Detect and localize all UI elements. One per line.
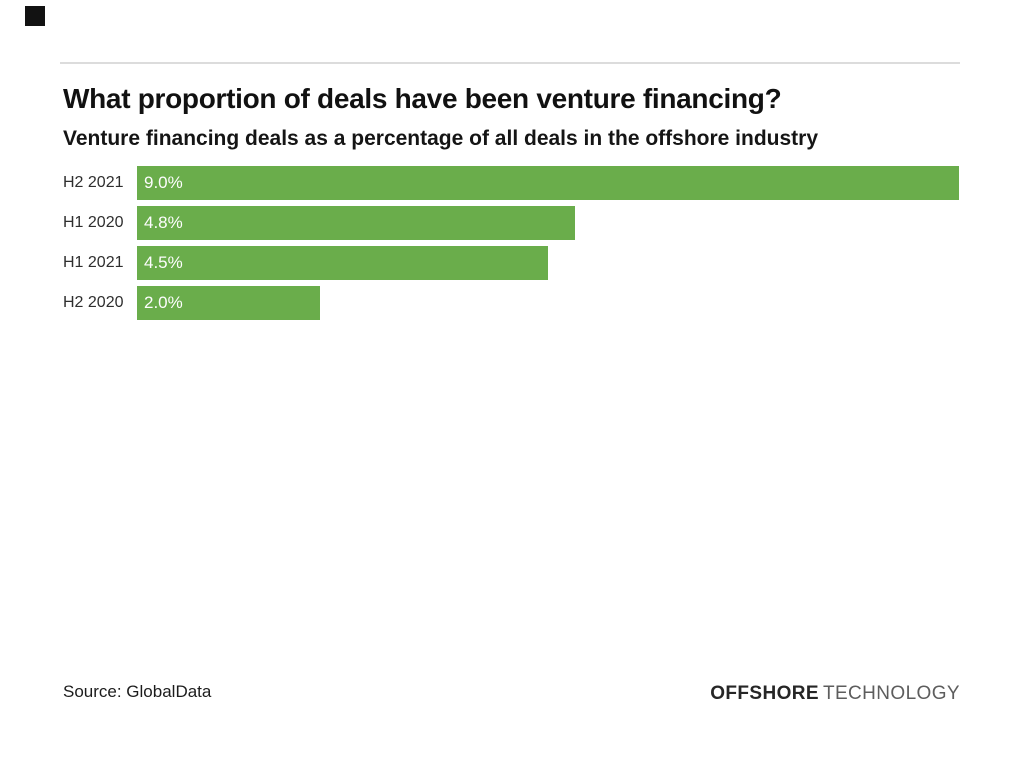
header-divider-line bbox=[60, 62, 960, 64]
logo-primary-text: OFFSHORE bbox=[710, 683, 819, 704]
category-label: H2 2021 bbox=[63, 174, 124, 191]
bar-value-label: 4.8% bbox=[144, 213, 183, 232]
bar-value-label: 2.0% bbox=[144, 293, 183, 312]
bar-h2-2021 bbox=[137, 166, 959, 200]
category-label: H1 2021 bbox=[63, 254, 124, 271]
bar-track: 4.5% bbox=[137, 246, 959, 280]
chart-row: H2 2021 9.0% bbox=[63, 166, 985, 200]
offshore-technology-logo: OFFSHORE TECHNOLOGY bbox=[710, 683, 960, 705]
chart-title: What proportion of deals have been ventu… bbox=[63, 83, 782, 114]
chart-row: H2 2020 2.0% bbox=[63, 286, 985, 320]
bar-value-label: 4.5% bbox=[144, 253, 183, 272]
bar-value-label: 9.0% bbox=[144, 173, 183, 192]
chart-subtitle: Venture financing deals as a percentage … bbox=[63, 127, 819, 150]
bar-h1-2020 bbox=[137, 206, 575, 240]
category-label: H1 2020 bbox=[63, 214, 124, 231]
bar-track: 4.8% bbox=[137, 206, 959, 240]
bar-h1-2021 bbox=[137, 246, 548, 280]
chart-row: H1 2020 4.8% bbox=[63, 206, 985, 240]
bar-chart: H2 2021 9.0% H1 2020 4.8% H1 2021 4.5% H2 2020… bbox=[63, 166, 985, 326]
category-label: H2 2020 bbox=[63, 294, 124, 311]
logo-secondary-text: TECHNOLOGY bbox=[822, 683, 960, 704]
chart-row: H1 2021 4.5% bbox=[63, 246, 985, 280]
bar-track: 9.0% bbox=[137, 166, 959, 200]
bar-track: 2.0% bbox=[137, 286, 959, 320]
source-note: Source: GlobalData bbox=[63, 682, 212, 701]
brand-corner-square bbox=[25, 6, 45, 26]
bar-h2-2020 bbox=[137, 286, 320, 320]
